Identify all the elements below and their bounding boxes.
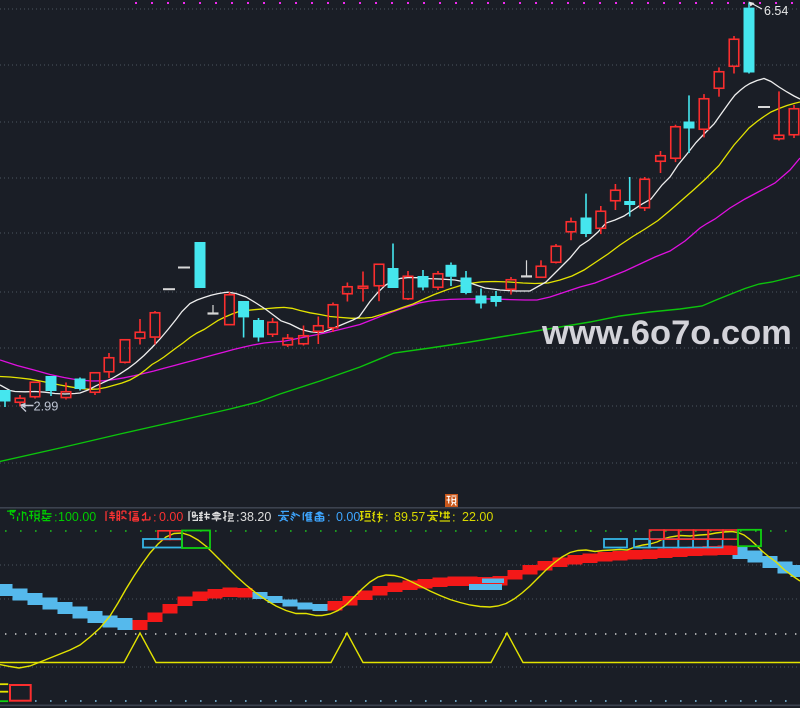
svg-text::: : <box>153 510 157 525</box>
svg-text::: : <box>236 510 240 525</box>
svg-text:89.57: 89.57 <box>394 510 425 524</box>
svg-text:0.00: 0.00 <box>159 510 183 524</box>
svg-text:100.00: 100.00 <box>58 510 96 524</box>
svg-text:22.00: 22.00 <box>462 510 493 524</box>
svg-text::: : <box>54 510 58 525</box>
svg-text:6.54: 6.54 <box>764 4 788 18</box>
svg-text::: : <box>327 510 331 525</box>
svg-text:38.20: 38.20 <box>240 510 271 524</box>
svg-text::: : <box>385 510 389 525</box>
svg-text::: : <box>452 510 456 525</box>
svg-text:www.6o7o.com: www.6o7o.com <box>541 314 792 352</box>
svg-text:0.00: 0.00 <box>336 510 360 524</box>
svg-text:2.99: 2.99 <box>34 399 59 414</box>
